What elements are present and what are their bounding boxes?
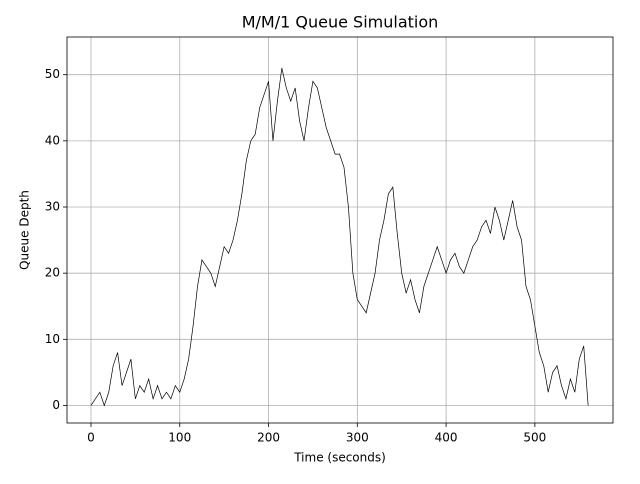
chart-title: M/M/1 Queue Simulation (242, 13, 439, 32)
x-tick-label: 400 (435, 431, 458, 445)
x-axis-label: Time (seconds) (293, 451, 386, 465)
data-line (90, 68, 589, 407)
y-tick-label: 50 (45, 67, 60, 81)
y-axis-label: Queue Depth (18, 190, 32, 270)
y-tick-label: 10 (45, 332, 60, 346)
y-tick-label: 40 (45, 133, 60, 147)
x-tick-label: 100 (168, 431, 191, 445)
y-tick-label: 20 (45, 266, 60, 280)
x-tick-label: 200 (257, 431, 280, 445)
plot-frame (66, 36, 614, 424)
x-tick-label: 500 (523, 431, 546, 445)
y-tick-label: 0 (52, 398, 60, 412)
y-tick-label: 30 (45, 200, 60, 214)
x-tick-label: 300 (346, 431, 369, 445)
x-tick-label: 0 (87, 431, 95, 445)
